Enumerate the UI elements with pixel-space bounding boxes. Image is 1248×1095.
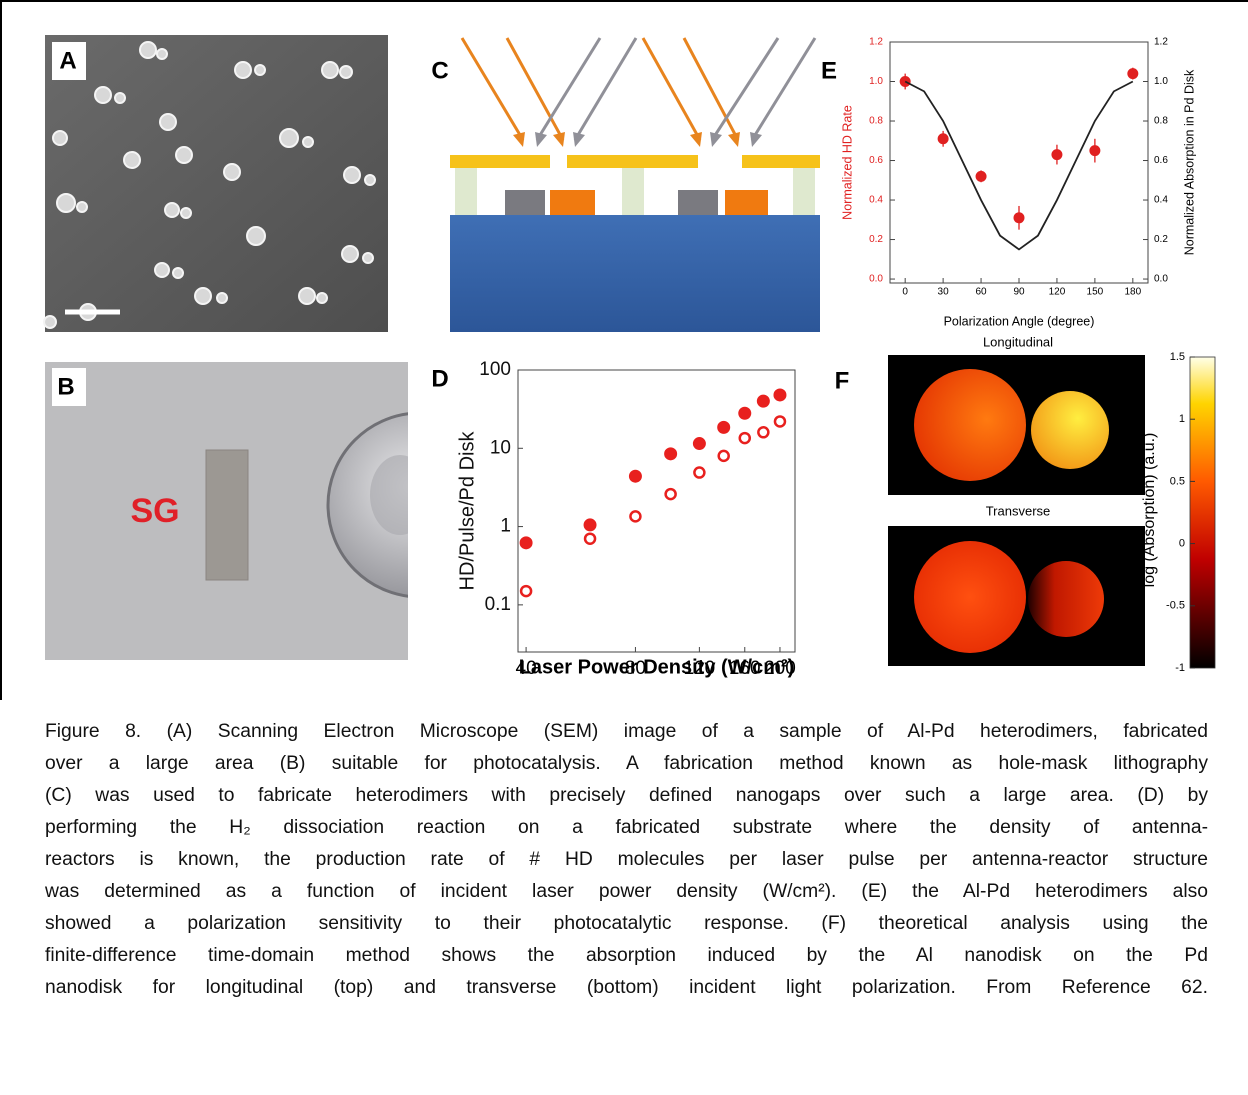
data-point <box>1128 69 1138 79</box>
caption-line: (C) was used to fabricate heterodimers w… <box>45 780 1208 812</box>
y-axis-label: Normalized HD Rate <box>840 105 854 220</box>
caption-line: over a large area (B) suitable for photo… <box>45 748 1208 780</box>
caption-line: was determined as a function of incident… <box>45 876 1208 908</box>
y2-tick-label: 0.2 <box>1154 234 1168 245</box>
data-point <box>976 171 986 181</box>
y-tick-label: 100 <box>479 359 511 380</box>
colorbar-tick-label: 1.5 <box>1170 351 1185 363</box>
caption-line: performing the H₂ dissociation reaction … <box>45 812 1208 844</box>
caption-line: Figure 8. (A) Scanning Electron Microsco… <box>45 716 1208 748</box>
data-point <box>630 511 640 521</box>
y-tick-label: 0.0 <box>869 274 883 285</box>
data-point <box>718 421 730 433</box>
x-tick-label: 0 <box>902 287 908 298</box>
absorption-maps <box>888 355 1215 668</box>
caption-line: showed a polarization sensitivity to the… <box>45 908 1208 940</box>
y-tick-label: 1.0 <box>869 76 883 87</box>
x-tick-label: 60 <box>975 287 987 298</box>
caption-line: nanodisk for longitudinal (top) and tran… <box>45 972 1208 1004</box>
x-tick-label: 30 <box>938 287 950 298</box>
data-point <box>694 468 704 478</box>
colorbar-tick-label: -0.5 <box>1166 600 1185 612</box>
colorbar-tick-label: 0 <box>1179 538 1185 550</box>
data-point <box>719 451 729 461</box>
sample-label: SG <box>130 492 179 530</box>
data-point <box>757 395 769 407</box>
data-point <box>693 438 705 450</box>
fabrication-diagram <box>450 38 820 332</box>
map-label: Longitudinal <box>983 334 1053 349</box>
y-tick-label: 10 <box>490 437 511 458</box>
y-tick-label: 0.4 <box>869 195 883 206</box>
y-tick-label: 1 <box>500 516 511 537</box>
panel-label: D <box>431 365 448 392</box>
y-tick-label: 0.8 <box>869 116 883 127</box>
data-point <box>665 448 677 460</box>
y-tick-label: 0.6 <box>869 155 883 166</box>
data-point <box>1052 150 1062 160</box>
panel-label: E <box>821 57 837 84</box>
colorbar-tick-label: 0.5 <box>1170 475 1185 487</box>
data-point <box>520 537 532 549</box>
data-point <box>521 586 531 596</box>
data-point <box>758 427 768 437</box>
y-tick-label: 0.1 <box>485 594 511 615</box>
data-point <box>585 534 595 544</box>
data-point <box>1014 213 1024 223</box>
x-tick-label: 150 <box>1087 287 1104 298</box>
caption-line: reactors is known, the production rate o… <box>45 844 1208 876</box>
figure: A SG B C D E F Longitudinal Transvers <box>0 0 1248 700</box>
caption-line: finite-difference time-domain method sho… <box>45 940 1208 972</box>
sample-photo <box>45 362 512 660</box>
panel-label: F <box>835 367 850 394</box>
y2-tick-label: 1.2 <box>1154 37 1168 48</box>
panel-label: C <box>431 57 448 84</box>
data-point <box>740 433 750 443</box>
y-tick-label: 0.2 <box>869 234 883 245</box>
data-point <box>584 519 596 531</box>
data-point <box>629 470 641 482</box>
caption: Figure 8. (A) Scanning Electron Microsco… <box>45 716 1208 1004</box>
data-point <box>739 407 751 419</box>
map-label: Transverse <box>986 503 1051 518</box>
y2-tick-label: 1.0 <box>1154 76 1168 87</box>
y2-tick-label: 0.4 <box>1154 195 1168 206</box>
y-tick-label: 1.2 <box>869 37 883 48</box>
data-point <box>938 134 948 144</box>
plot-frame <box>890 42 1148 283</box>
plot-frame <box>518 370 795 652</box>
colorbar-tick-label: -1 <box>1175 662 1185 674</box>
x-axis-label: Laser Power Density (W/cm²) <box>519 656 795 678</box>
y-axis-label: HD/Pulse/Pd Disk <box>456 431 478 591</box>
x-tick-label: 90 <box>1013 287 1025 298</box>
panel-label: B <box>57 373 74 400</box>
colorbar-tick-label: 1 <box>1179 413 1185 425</box>
y2-tick-label: 0.6 <box>1154 155 1168 166</box>
y2-tick-label: 0.8 <box>1154 116 1168 127</box>
y2-tick-label: 0.0 <box>1154 274 1168 285</box>
data-point <box>1090 146 1100 156</box>
x-axis-label: Polarization Angle (degree) <box>944 314 1095 328</box>
data-point <box>774 389 786 401</box>
colorbar-label: log (Absorption) (a.u.) <box>1141 433 1158 588</box>
x-tick-label: 120 <box>1049 287 1066 298</box>
data-point <box>666 489 676 499</box>
y2-axis-label: Normalized Absorption in Pd Disk <box>1182 69 1196 255</box>
panel-label: A <box>59 47 76 74</box>
x-tick-label: 180 <box>1124 287 1141 298</box>
data-point <box>775 416 785 426</box>
page: A SG B C D E F Longitudinal Transvers <box>0 0 1248 1095</box>
sem-image <box>44 35 388 332</box>
